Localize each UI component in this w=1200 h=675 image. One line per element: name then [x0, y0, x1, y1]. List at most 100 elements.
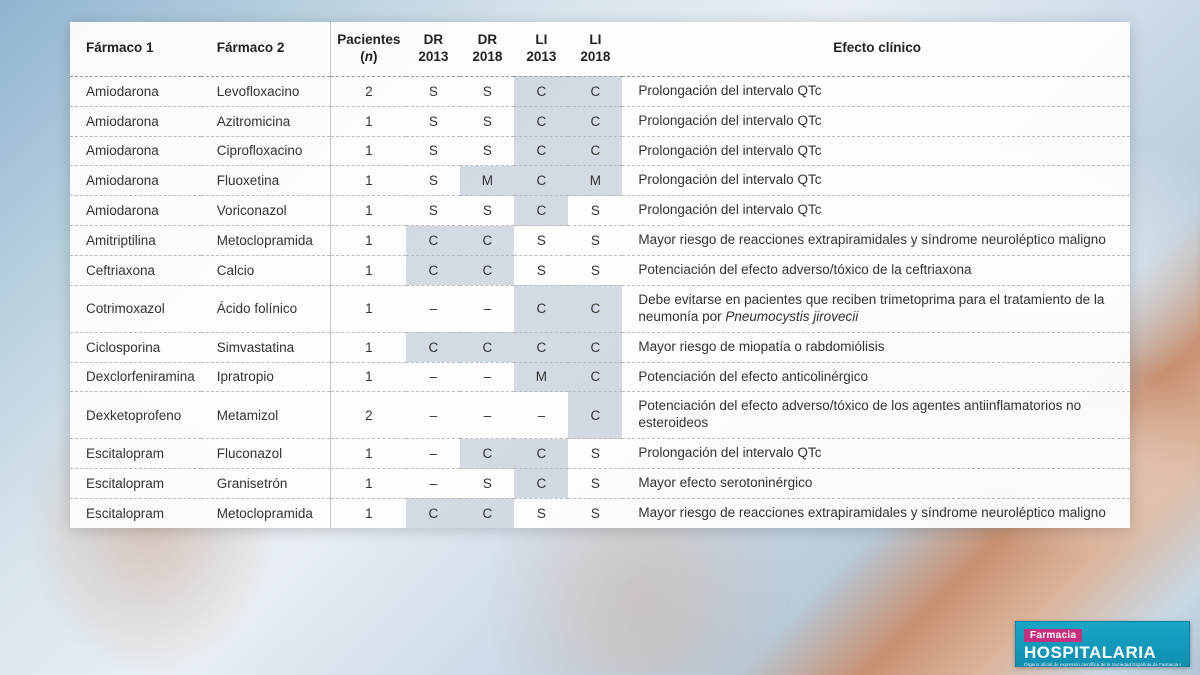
- cell-f1: Amitriptilina: [70, 226, 201, 256]
- cell-f2: Calcio: [201, 256, 331, 286]
- table-row: CeftriaxonaCalcio1CCSSPotenciación del e…: [70, 256, 1130, 286]
- cell-pn: 1: [331, 106, 407, 136]
- table-row: CiclosporinaSimvastatina1CCCCMayor riesg…: [70, 332, 1130, 362]
- cell-li18: C: [568, 285, 622, 332]
- cell-dr13: S: [406, 76, 460, 106]
- cell-li13: C: [514, 166, 568, 196]
- cell-f1: Escitalopram: [70, 439, 201, 469]
- cell-f1: Dexketoprofeno: [70, 392, 201, 439]
- cell-dr18: S: [460, 469, 514, 499]
- cell-f2: Fluoxetina: [201, 166, 331, 196]
- cell-ef: Potenciación del efecto anticolinérgico: [622, 362, 1130, 392]
- cell-pn: 1: [331, 136, 407, 166]
- cell-pn: 2: [331, 76, 407, 106]
- table-row: AmiodaronaCiprofloxacino1SSCCProlongació…: [70, 136, 1130, 166]
- cell-dr18: C: [460, 256, 514, 286]
- cell-f1: Amiodarona: [70, 196, 201, 226]
- cell-dr13: –: [406, 285, 460, 332]
- cell-li18: S: [568, 439, 622, 469]
- cell-li18: S: [568, 498, 622, 527]
- cell-f2: Ipratropio: [201, 362, 331, 392]
- cell-pn: 1: [331, 256, 407, 286]
- cell-li13: C: [514, 285, 568, 332]
- cell-f2: Ciprofloxacino: [201, 136, 331, 166]
- cell-li13: C: [514, 332, 568, 362]
- cell-f1: Amiodarona: [70, 106, 201, 136]
- cell-f1: Ciclosporina: [70, 332, 201, 362]
- col-li13: LI2013: [514, 22, 568, 76]
- cell-f2: Azitromicina: [201, 106, 331, 136]
- cell-f2: Levofloxacino: [201, 76, 331, 106]
- cell-li18: C: [568, 332, 622, 362]
- cell-dr18: S: [460, 76, 514, 106]
- cell-li13: C: [514, 196, 568, 226]
- cell-f1: Ceftriaxona: [70, 256, 201, 286]
- cell-dr18: –: [460, 362, 514, 392]
- cell-dr18: M: [460, 166, 514, 196]
- cell-li13: S: [514, 226, 568, 256]
- cell-dr18: –: [460, 285, 514, 332]
- cell-f2: Voriconazol: [201, 196, 331, 226]
- cell-pn: 1: [331, 439, 407, 469]
- cell-ef: Mayor riesgo de miopatía o rabdomiólisis: [622, 332, 1130, 362]
- cell-ef: Potenciación del efecto adverso/tóxico d…: [622, 392, 1130, 439]
- cell-dr13: –: [406, 362, 460, 392]
- cell-f2: Metoclopramida: [201, 226, 331, 256]
- table-row: AmiodaronaVoriconazol1SSCSProlongación d…: [70, 196, 1130, 226]
- cell-f1: Escitalopram: [70, 498, 201, 527]
- cell-dr18: S: [460, 106, 514, 136]
- cell-f2: Metamizol: [201, 392, 331, 439]
- cell-li18: C: [568, 392, 622, 439]
- table-row: AmiodaronaFluoxetina1SMCMProlongación de…: [70, 166, 1130, 196]
- cell-f2: Metoclopramida: [201, 498, 331, 527]
- cell-f2: Simvastatina: [201, 332, 331, 362]
- cell-pn: 1: [331, 166, 407, 196]
- cell-dr13: –: [406, 469, 460, 499]
- cell-dr13: C: [406, 332, 460, 362]
- cell-pn: 1: [331, 285, 407, 332]
- cell-li18: C: [568, 136, 622, 166]
- cell-ef: Prolongación del intervalo QTc: [622, 196, 1130, 226]
- cell-pn: 1: [331, 332, 407, 362]
- logo-line1: Farmacia: [1024, 629, 1082, 642]
- cell-dr13: S: [406, 166, 460, 196]
- logo-line3: Órgano oficial de expresión científica d…: [1024, 662, 1181, 667]
- col-ef: Efecto clínico: [622, 22, 1130, 76]
- drug-interactions-table: Fármaco 1Fármaco 2Pacientes(n)DR2013DR20…: [70, 22, 1130, 528]
- cell-dr18: C: [460, 498, 514, 527]
- cell-f2: Fluconazol: [201, 439, 331, 469]
- cell-f1: Amiodarona: [70, 136, 201, 166]
- cell-dr13: –: [406, 392, 460, 439]
- table-header: Fármaco 1Fármaco 2Pacientes(n)DR2013DR20…: [70, 22, 1130, 76]
- cell-li18: S: [568, 469, 622, 499]
- col-f1: Fármaco 1: [70, 22, 201, 76]
- cell-dr13: C: [406, 226, 460, 256]
- cell-dr18: C: [460, 332, 514, 362]
- cell-li13: C: [514, 469, 568, 499]
- cell-dr13: S: [406, 136, 460, 166]
- cell-f1: Amiodarona: [70, 76, 201, 106]
- cell-f2: Granisetrón: [201, 469, 331, 499]
- table-body: AmiodaronaLevofloxacino2SSCCProlongación…: [70, 76, 1130, 528]
- cell-ef: Mayor riesgo de reacciones extrapiramida…: [622, 498, 1130, 527]
- cell-ef: Potenciación del efecto adverso/tóxico d…: [622, 256, 1130, 286]
- cell-f1: Dexclorfeniramina: [70, 362, 201, 392]
- journal-logo: Farmacia HOSPITALARIA Órgano oficial de …: [1015, 621, 1190, 667]
- cell-f1: Cotrimoxazol: [70, 285, 201, 332]
- col-dr18: DR2018: [460, 22, 514, 76]
- cell-pn: 1: [331, 226, 407, 256]
- table-row: EscitalopramGranisetrón1–SCSMayor efecto…: [70, 469, 1130, 499]
- cell-li13: C: [514, 439, 568, 469]
- cell-ef: Prolongación del intervalo QTc: [622, 166, 1130, 196]
- drug-interactions-table-container: Fármaco 1Fármaco 2Pacientes(n)DR2013DR20…: [70, 22, 1130, 528]
- logo-line2: HOSPITALARIA: [1024, 644, 1181, 661]
- table-row: AmiodaronaAzitromicina1SSCCProlongación …: [70, 106, 1130, 136]
- cell-li13: S: [514, 498, 568, 527]
- cell-li18: C: [568, 76, 622, 106]
- cell-li18: S: [568, 196, 622, 226]
- cell-ef: Prolongación del intervalo QTc: [622, 439, 1130, 469]
- cell-li13: C: [514, 136, 568, 166]
- col-f2: Fármaco 2: [201, 22, 331, 76]
- cell-li13: C: [514, 76, 568, 106]
- cell-li18: M: [568, 166, 622, 196]
